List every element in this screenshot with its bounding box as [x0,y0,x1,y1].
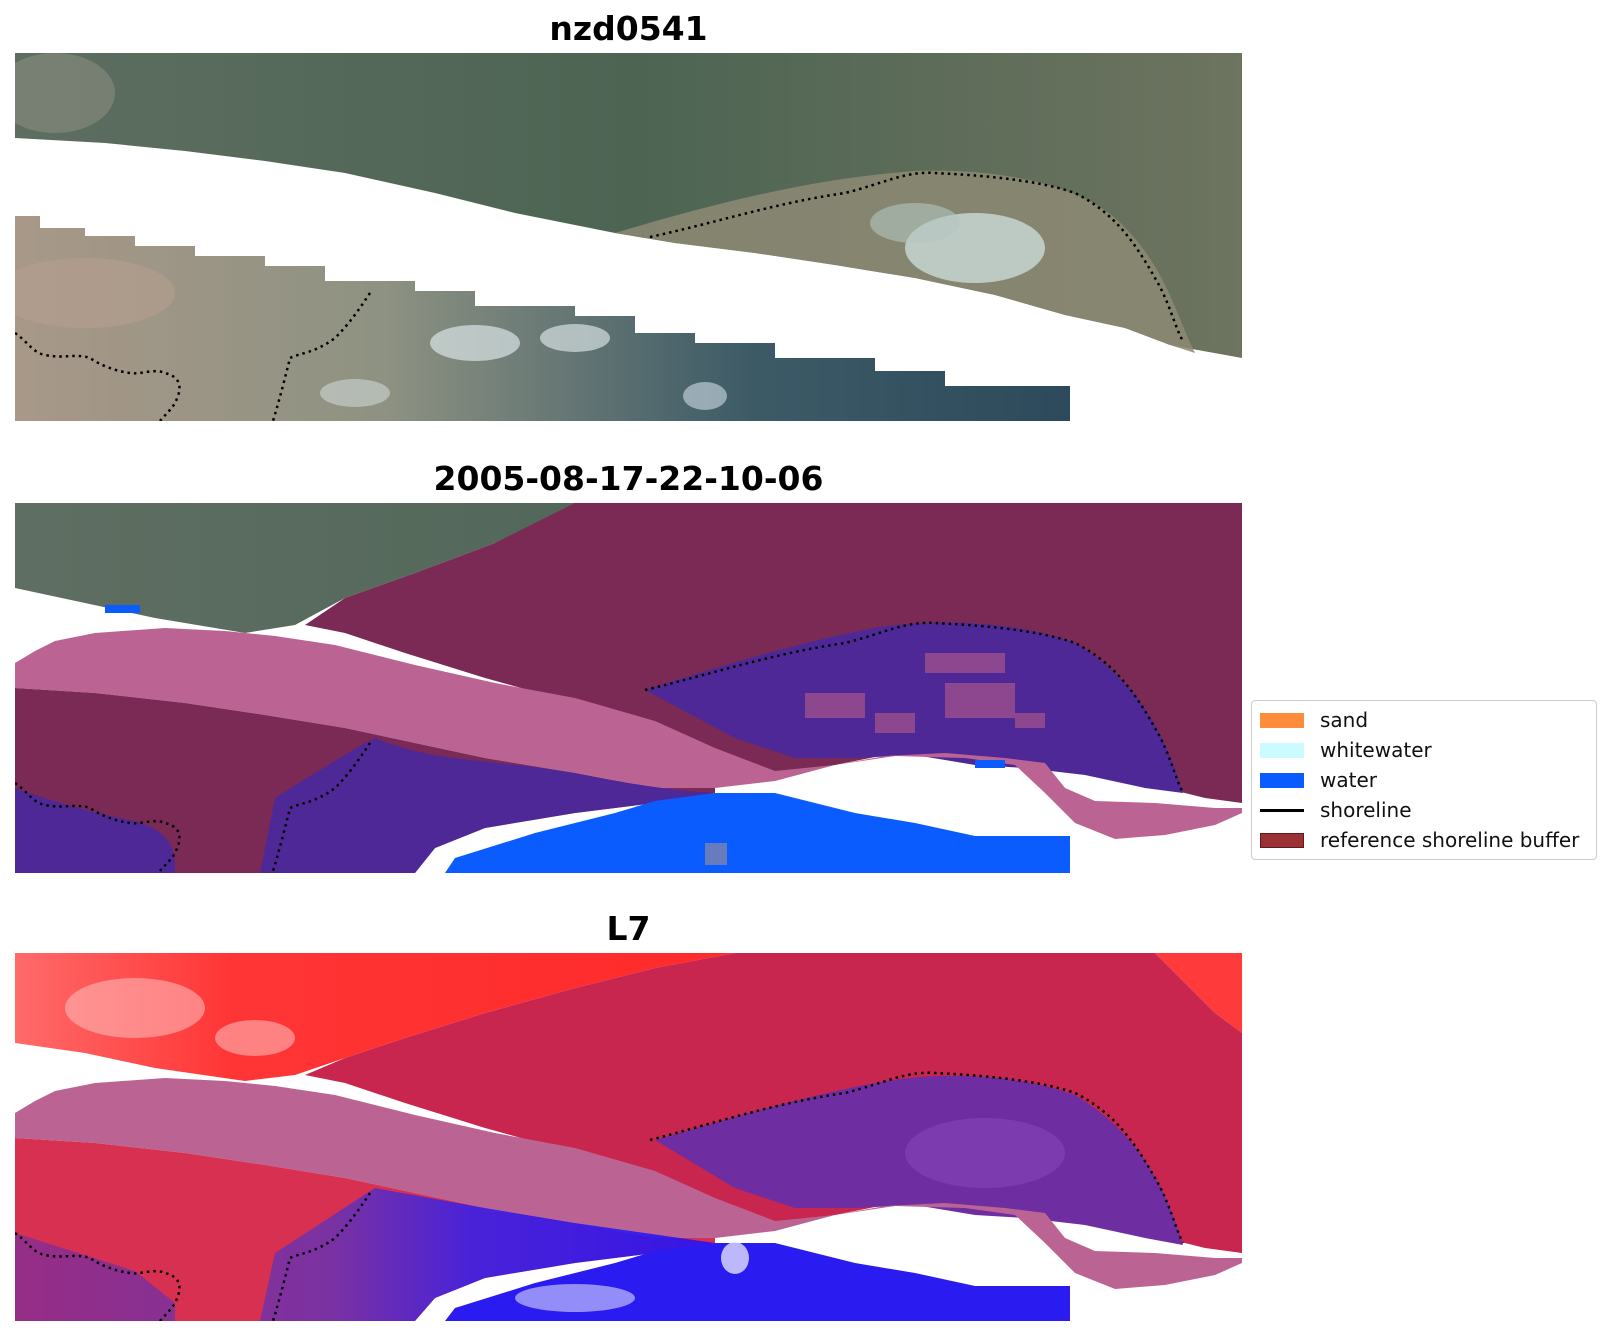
buffer-lower-light [15,628,1242,839]
index-upper-red [15,953,735,1081]
classified-upper-land [15,503,575,633]
rgb-image-panel [15,53,1242,421]
legend-label-whitewater: whitewater [1320,738,1432,762]
index-shoreline-upper [649,1071,1185,1244]
legend-swatch-water [1260,772,1304,788]
legend-swatch-buffer [1260,832,1304,848]
legend-label-buffer: reference shoreline buffer [1320,828,1580,852]
panel-title-index: L7 [606,909,651,948]
index-image-panel [15,953,1242,1321]
legend-item-sand: sand [1260,708,1369,732]
legend-label-shoreline: shoreline [1320,798,1412,822]
classified-image-panel [15,503,1242,873]
class-purple-lower [15,738,715,873]
legend: sand whitewater water shoreline referenc… [1251,700,1597,860]
legend-item-buffer: reference shoreline buffer [1260,828,1580,852]
class-water [445,793,1070,873]
legend-item-shoreline: shoreline [1260,798,1412,822]
legend-label-water: water [1320,768,1377,792]
legend-swatch-sand [1260,712,1304,728]
rgb-shoreline-upper [649,171,1185,342]
legend-line-shoreline [1260,808,1304,812]
panel-title-rgb: nzd0541 [549,9,708,48]
rgb-sand-bank [615,170,1195,353]
legend-item-water: water [1260,768,1377,792]
panel-title-classified: 2005-08-17-22-10-06 [433,459,824,498]
legend-label-sand: sand [1320,708,1369,732]
rgb-lower-land [15,216,1070,421]
legend-swatch-whitewater [1260,742,1304,758]
index-buffer-lower-light [15,1078,1242,1289]
class-purple-upper [645,622,1183,793]
legend-item-whitewater: whitewater [1260,738,1432,762]
